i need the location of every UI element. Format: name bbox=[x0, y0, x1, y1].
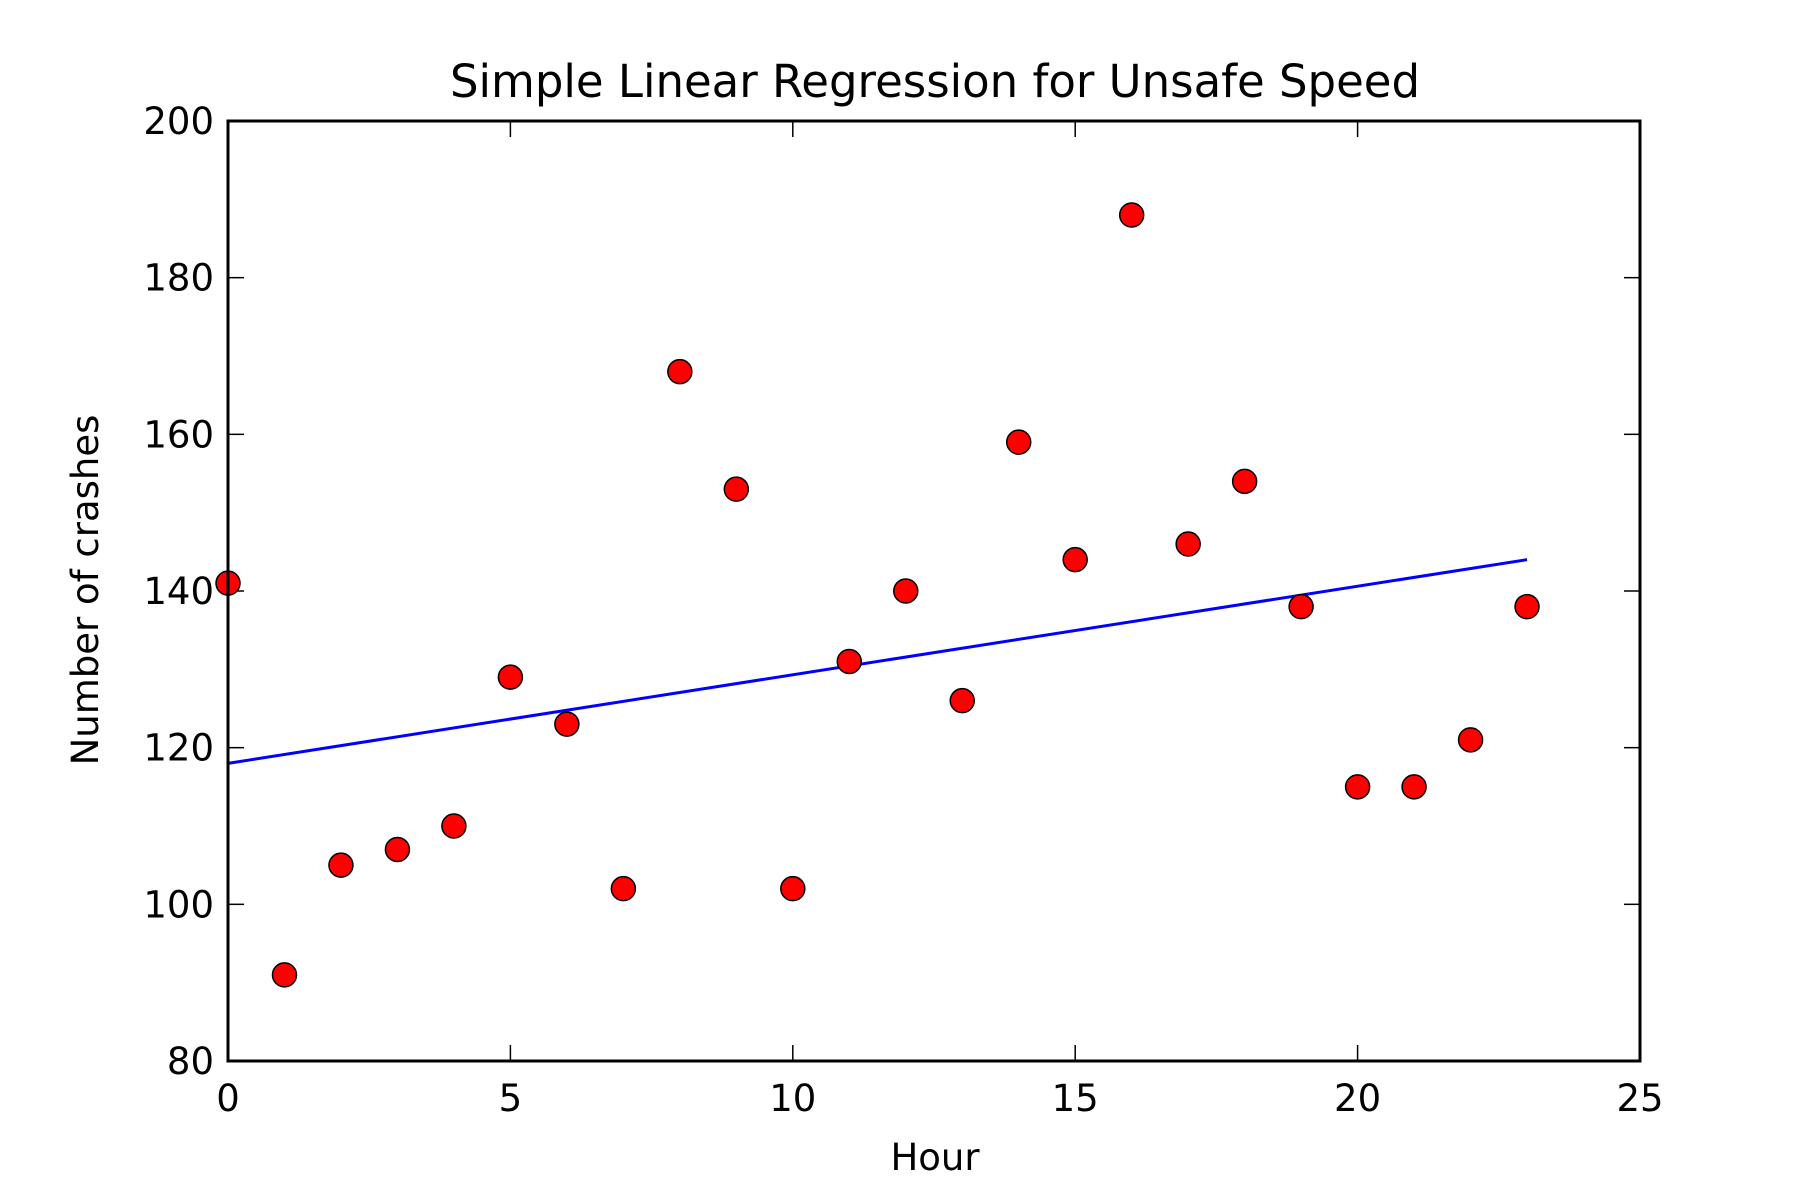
data-point bbox=[667, 358, 693, 385]
data-point bbox=[1175, 531, 1201, 557]
data-point bbox=[328, 852, 354, 878]
y-axis-ticks: 80 100 120 140 160 180 200 bbox=[143, 100, 1640, 1083]
y-tick-label: 80 bbox=[167, 1040, 214, 1083]
data-point bbox=[949, 687, 975, 714]
y-tick-label: 180 bbox=[143, 257, 214, 300]
x-tick-label: 20 bbox=[1334, 1077, 1381, 1120]
data-point bbox=[1401, 774, 1427, 800]
y-tick-label: 100 bbox=[143, 883, 214, 926]
data-point bbox=[1231, 468, 1258, 495]
data-point bbox=[1118, 202, 1145, 228]
chart-title: Simple Linear Regression for Unsafe Spee… bbox=[450, 55, 1420, 108]
data-point bbox=[780, 875, 806, 902]
x-tick-label: 0 bbox=[216, 1077, 240, 1120]
plot-frame bbox=[226, 119, 1642, 1063]
data-point bbox=[1005, 429, 1032, 455]
data-point bbox=[1514, 593, 1540, 620]
y-tick-label: 200 bbox=[143, 100, 214, 143]
regression-line bbox=[227, 558, 1528, 765]
y-tick-label: 120 bbox=[143, 727, 214, 770]
data-point bbox=[554, 711, 580, 737]
y-tick-label: 160 bbox=[143, 413, 214, 456]
series-layer bbox=[215, 202, 1540, 988]
data-point bbox=[497, 664, 524, 690]
x-axis-label: Hour bbox=[890, 1136, 980, 1179]
data-point bbox=[723, 476, 750, 502]
y-tick-label: 140 bbox=[143, 570, 214, 613]
data-point bbox=[1457, 727, 1484, 753]
data-point bbox=[1344, 774, 1371, 800]
data-point bbox=[836, 648, 863, 675]
y-axis-label: Number of crashes bbox=[64, 415, 107, 766]
x-axis-ticks: 0 5 10 15 20 25 bbox=[216, 121, 1664, 1120]
x-tick-label: 25 bbox=[1616, 1077, 1663, 1120]
data-point bbox=[441, 813, 467, 839]
x-tick-label: 10 bbox=[769, 1077, 816, 1120]
x-tick-label: 15 bbox=[1052, 1077, 1099, 1120]
data-point bbox=[1288, 593, 1314, 620]
data-point bbox=[1062, 546, 1088, 573]
data-point bbox=[384, 836, 411, 863]
data-point bbox=[610, 875, 637, 902]
data-point bbox=[893, 578, 919, 604]
data-point bbox=[271, 962, 298, 988]
x-tick-label: 5 bbox=[499, 1077, 523, 1120]
